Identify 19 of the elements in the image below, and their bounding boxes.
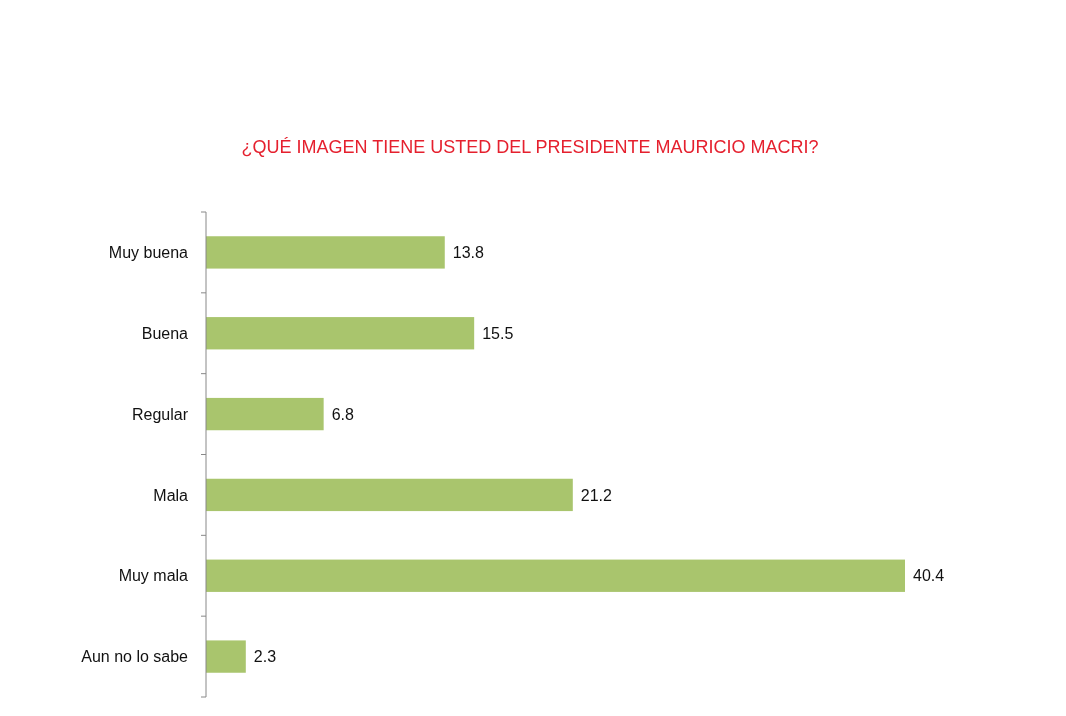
data-label: 2.3 xyxy=(253,648,277,666)
y-tick-label: Regular xyxy=(131,405,189,423)
y-tick-label: Aun no lo sabe xyxy=(81,648,189,666)
data-label: 40.4 xyxy=(913,567,945,585)
data-label: 15.5 xyxy=(482,324,514,342)
y-tick-label: Muy buena xyxy=(108,244,189,262)
data-label: 6.8 xyxy=(331,405,354,423)
bar xyxy=(206,478,573,512)
y-tick-label: Mala xyxy=(153,486,189,504)
data-label: 13.8 xyxy=(452,244,485,262)
y-tick-label: Muy mala xyxy=(118,567,189,585)
y-tick-label: Buena xyxy=(141,324,189,342)
bar xyxy=(206,236,445,269)
bar xyxy=(206,317,475,350)
bar xyxy=(206,559,905,592)
bar xyxy=(206,397,324,431)
bar xyxy=(206,640,246,673)
chart-title: ¿QUÉ IMAGEN TIENE USTED DEL PRESIDENTE MAURICIO MACRI? xyxy=(241,137,819,157)
data-label: 21.2 xyxy=(580,486,613,504)
